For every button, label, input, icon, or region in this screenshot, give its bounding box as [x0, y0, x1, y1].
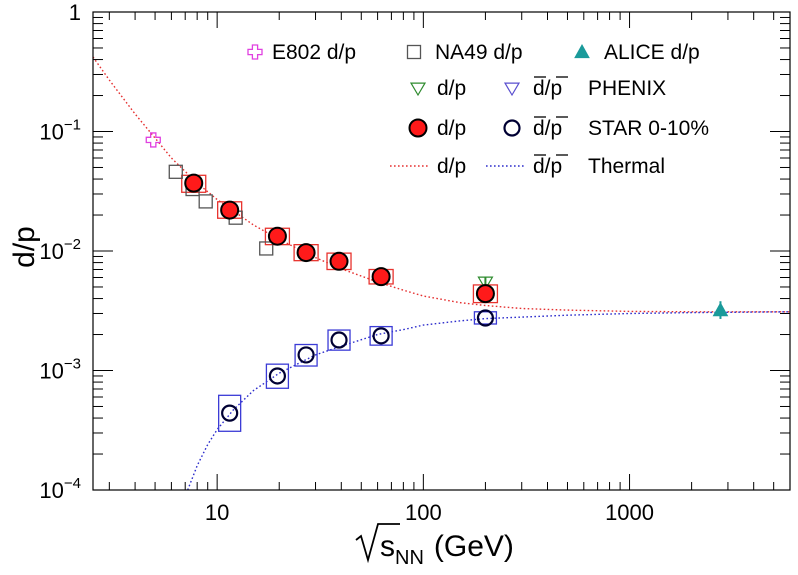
- legend-marker-filled-circle: [408, 118, 428, 138]
- star-0-10--open-circle-point: [476, 309, 495, 327]
- legend-marker-open-circle: [503, 119, 521, 137]
- y-tick-label-base: 10: [39, 478, 63, 503]
- legend-group-label: Thermal: [588, 155, 665, 178]
- y-tick-label: 1: [69, 0, 81, 25]
- star-0-10--filled-circle-point: [371, 267, 391, 287]
- syst-box: [218, 394, 242, 432]
- y-axis-title: d/p: [8, 226, 41, 268]
- legend-label: NA49 d/p: [435, 41, 523, 64]
- legend-group-label: STAR 0-10%: [588, 117, 709, 140]
- y-tick-label-exp: −3: [64, 356, 81, 373]
- star-0-10--filled-circle-point: [267, 226, 287, 246]
- y-axis-title-text: d/p: [8, 226, 41, 268]
- y-tick-label-base: 10: [39, 359, 63, 384]
- legend-label: d/p: [533, 77, 562, 100]
- x-axis-title: sNN (GeV): [355, 523, 514, 569]
- phenix-open-triangle-down-point: [477, 276, 494, 291]
- legend-marker-open-triangle-down: [503, 82, 521, 97]
- syst-box: [327, 329, 351, 351]
- x-tick-label: 100: [405, 500, 442, 525]
- star-0-10--open-circle-point: [330, 331, 348, 349]
- data-points: [145, 132, 729, 422]
- syst-box: [473, 311, 498, 325]
- legend-label: d/p: [533, 155, 562, 178]
- y-tick-label-base: 10: [39, 120, 63, 145]
- y-tick-label: 10−2: [39, 236, 81, 264]
- legend-group-label: PHENIX: [588, 77, 666, 100]
- legend-label: d/p: [533, 117, 562, 140]
- star-0-10--filled-circle-point: [220, 200, 240, 220]
- syst-box: [369, 325, 393, 346]
- sqrt-sign: [355, 523, 400, 564]
- legend-label: E802 d/p: [272, 41, 356, 64]
- x-axis-title-unit: (GeV): [434, 530, 514, 563]
- star-0-10--open-circle-point: [372, 327, 390, 345]
- y-tick-label-exp: −1: [64, 117, 81, 134]
- y-tick-label-exp: −2: [64, 236, 81, 253]
- star-0-10--open-circle-point: [297, 346, 315, 364]
- thermal-curve-dbar-over-pbar: [187, 311, 791, 491]
- y-tick-label: 10−4: [39, 475, 81, 503]
- star-0-10--filled-circle-point: [184, 173, 204, 193]
- legend-marker-open-triangle-down: [409, 82, 427, 97]
- y-tick-label: 10−3: [39, 356, 81, 384]
- star-0-10--filled-circle-point: [475, 284, 495, 304]
- star-0-10--open-circle-point: [268, 367, 287, 385]
- open-square-point: [198, 194, 213, 209]
- filled-triangle-point: [712, 302, 729, 317]
- x-axis-title-base: s: [380, 530, 395, 563]
- y-tick-label-exp: −4: [64, 475, 81, 492]
- legend: E802 d/p NA49 d/p ALICE d/p d/p d/p PHENIX d/p…: [247, 41, 709, 178]
- syst-box: [265, 363, 290, 389]
- open-square-point: [259, 241, 274, 256]
- open-square-point: [168, 164, 183, 179]
- y-tick-label: 10−1: [39, 117, 81, 145]
- star-0-10--open-circle-point: [221, 404, 239, 422]
- legend-label: d/p: [437, 155, 466, 178]
- x-axis-title-text: sNN (GeV): [380, 530, 514, 569]
- legend-marker-filled-triangle: [574, 43, 590, 59]
- open-cross-point: [145, 132, 161, 148]
- legend-label: ALICE d/p: [604, 41, 700, 64]
- syst-box: [294, 343, 318, 367]
- star-0-10--filled-circle-point: [329, 251, 349, 271]
- x-tick-label: 1000: [605, 500, 654, 525]
- legend-label: d/p: [437, 117, 466, 140]
- y-tick-label-base: 10: [39, 239, 63, 264]
- legend-marker-open-cross: [247, 44, 263, 60]
- legend-marker-open-square: [406, 44, 422, 60]
- star-0-10--filled-circle-point: [296, 243, 316, 263]
- x-axis-title-subscript: NN: [395, 547, 424, 569]
- legend-label: d/p: [437, 77, 466, 100]
- x-tick-label: 10: [205, 500, 229, 525]
